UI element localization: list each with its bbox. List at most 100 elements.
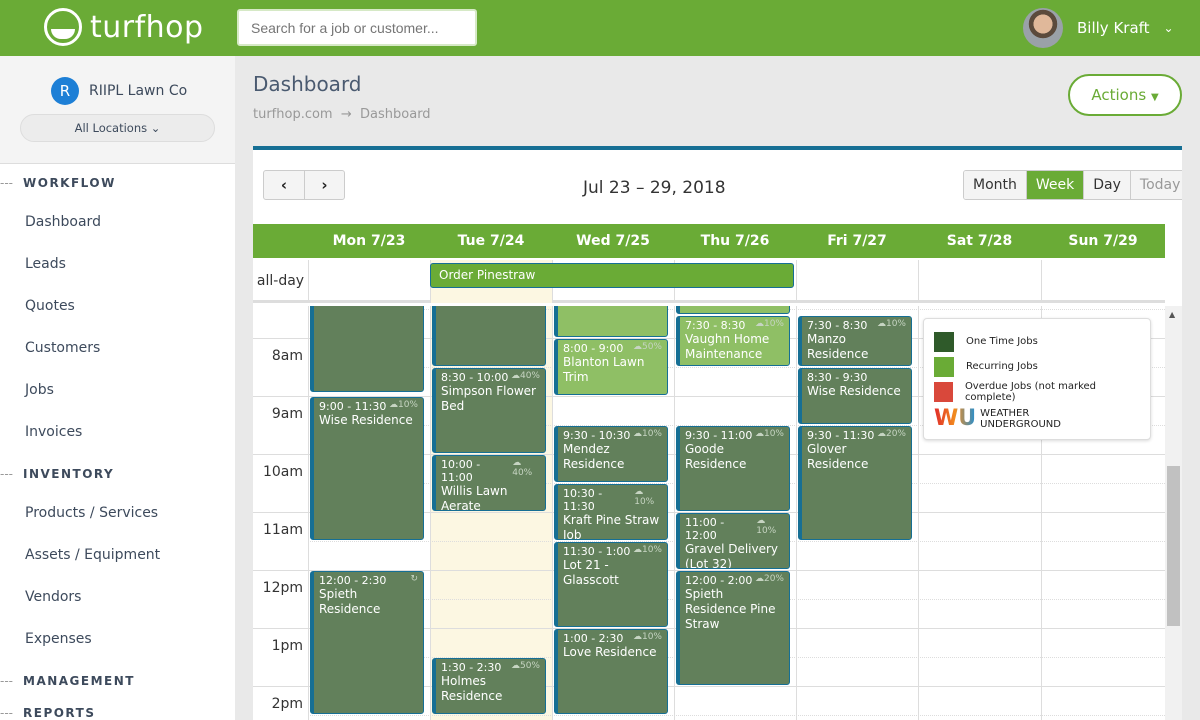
section-title: INVENTORY [23,467,115,481]
calendar-event[interactable]: 7:30 - 8:30 ☁10% Manzo Residence [798,315,912,366]
all-day-cell[interactable] [308,260,430,303]
event-time: 8:30 - 9:30 [807,371,868,384]
scrollbar[interactable]: ▲ [1165,306,1182,720]
day-header[interactable]: Wed 7/25 [576,233,650,249]
sidebar-item-products-services[interactable]: Products / Services [25,505,159,521]
event-name: Goode Residence [685,442,747,471]
weather-chance: ☁50% [511,661,540,674]
event-name: Kraft Pine Straw Job [563,513,660,540]
event-name: Willis Lawn Aerate [441,484,508,511]
day-header[interactable]: Mon 7/23 [332,233,406,249]
calendar-event[interactable]: 12:00 - 2:30 ↻ Spieth Residence [310,571,424,714]
sidebar-item-jobs[interactable]: Jobs [25,382,54,398]
cloud-icon: ☁ [754,429,764,439]
actions-button[interactable]: Actions ▼ [1068,74,1182,116]
calendar-event[interactable]: 10:00 - 11:00 ☁40% Willis Lawn Aerate [432,455,546,511]
event-time: 8:00 - 9:00 [563,342,624,355]
event-name: Glover Residence [807,442,869,471]
event-name: Manzo Residence [807,331,869,361]
weather-chance: ☁10% [633,632,662,645]
calendar-event[interactable]: 8:30 - 10:00 ☁40% Simpson Flower Bed [432,368,546,453]
all-day-cell[interactable] [1041,260,1165,303]
event-time-row: 8:30 - 9:30 [807,371,906,384]
calendar-event[interactable]: 11:30 - 1:00 ☁10% Lot 21 - Glasscott [554,542,668,627]
weather-chance: ☁10% [756,516,784,542]
event-time-row: 9:30 - 11:30 ☁20% [807,429,906,442]
cloud-icon: ☁ [388,400,398,410]
legend-label: Overdue Jobs (not marked complete) [964,380,1097,403]
location-select[interactable]: All Locations ⌄ [20,114,215,142]
calendar-event[interactable]: 10:30 - 11:30 ☁10% Kraft Pine Straw Job [554,484,668,540]
sidebar-item-quotes[interactable]: Quotes [25,298,75,314]
calendar-event[interactable] [554,306,668,337]
calendar-event[interactable]: 1:00 - 2:30 ☁10% Love Residence [554,629,668,714]
legend: One Time Jobs Recurring Jobs Overdue Jobs … [923,318,1151,440]
scroll-up-icon[interactable]: ▲ [1169,310,1176,319]
user-menu[interactable]: Billy Kraft ⌄ [1023,8,1174,48]
legend-item: Overdue Jobs (not marked complete) [934,379,1140,404]
sidebar: R RIIPL Lawn Co All Locations ⌄ --- WORKFL… [0,56,235,720]
event-time-row: 7:30 - 8:30 ☁10% [685,319,784,332]
recurring-icon: ↻ [410,574,418,584]
search-input[interactable] [237,9,477,46]
calendar-event[interactable]: 11:00 - 12:00 ☁10% Gravel Delivery (Lot 32… [676,513,790,569]
calendar-event[interactable]: 8:30 - 9:30 Wise Residence [798,368,912,424]
calendar-event[interactable]: 1:30 - 2:30 ☁50% Holmes Residence [432,658,546,714]
sidebar-item-vendors[interactable]: Vendors [25,589,82,605]
weather-chance: ☁10% [633,545,662,558]
calendar-event[interactable]: 9:00 - 11:30 ☁10% Wise Residence [310,397,424,540]
event-name: Blanton Lawn Trim [563,355,645,384]
rain-chance: 10% [641,545,662,555]
view-day-button[interactable]: Day [1083,171,1130,199]
day-header[interactable]: Thu 7/26 [700,233,770,249]
all-day-cell[interactable] [918,260,1041,303]
rain-chance: 10% [641,632,662,642]
day-header[interactable]: Fri 7/27 [827,233,887,249]
cloud-icon: ☁ [632,545,642,555]
event-time-row: 10:00 - 11:00 ☁40% [441,458,540,484]
sidebar-item-dashboard[interactable]: Dashboard [25,214,101,230]
view-week-button[interactable]: Week [1025,171,1084,199]
day-header[interactable]: Tue 7/24 [457,233,525,249]
sidebar-item-invoices[interactable]: Invoices [25,424,83,440]
breadcrumb-current: Dashboard [360,107,431,122]
calendar-event[interactable]: 9:30 - 11:30 ☁20% Glover Residence [798,426,912,540]
org-label: RIIPL Lawn Co [89,83,188,99]
breadcrumb-home[interactable]: turfhop.com [253,107,333,122]
day-header[interactable]: Sat 7/28 [946,233,1013,249]
dash-icon: --- [0,467,13,481]
scrollbar-thumb[interactable] [1167,466,1180,626]
turfhop-logo[interactable]: turfhop [44,8,204,46]
event-name: Spieth Residence Pine Straw [685,587,776,631]
calendar-event[interactable]: 7:30 - 8:30 ☁10% Vaughn Home Maintenance [676,315,790,366]
calendar-event[interactable] [310,306,424,393]
event-time: 10:00 - 11:00 [441,458,481,484]
calendar-event[interactable] [432,306,546,366]
view-today-button[interactable]: Today [1129,171,1182,199]
logo-text: turfhop [90,9,204,45]
all-day-event[interactable]: Order Pinestraw [430,263,794,288]
day-header[interactable]: Sun 7/29 [1068,233,1138,249]
calendar-event[interactable] [676,306,790,314]
calendar: ‹ › Jul 23 – 29, 2018 Month Week Day Today M… [253,146,1182,720]
all-day-cell[interactable] [796,260,918,303]
event-time-row: 11:30 - 1:00 ☁10% [563,545,662,558]
sidebar-item-customers[interactable]: Customers [25,340,101,356]
event-time: 7:30 - 8:30 [685,318,746,332]
sidebar-section-workflow: --- WORKFLOW [0,176,116,190]
sidebar-item-assets-equipment[interactable]: Assets / Equipment [25,547,161,563]
view-month-button[interactable]: Month [964,171,1026,199]
prev-week-button[interactable]: ‹ [280,176,288,194]
sidebar-item-leads[interactable]: Leads [25,256,66,272]
calendar-event[interactable]: 9:30 - 11:00 ☁10% Goode Residence [676,426,790,511]
sidebar-item-expenses[interactable]: Expenses [25,631,92,647]
cloud-icon: ☁ [876,429,886,439]
cloud-icon: ☁ [756,516,766,526]
calendar-event[interactable]: 9:30 - 10:30 ☁10% Mendez Residence [554,426,668,482]
calendar-event[interactable]: 8:00 - 9:00 ☁50% Blanton Lawn Trim [554,339,668,395]
calendar-event[interactable]: 12:00 - 2:00 ☁20% Spieth Residence Pine St… [676,571,790,685]
section-title: REPORTS [23,706,96,720]
event-time-row: 8:30 - 10:00 ☁40% [441,371,540,384]
next-week-button[interactable]: › [304,171,344,199]
event-name: Love Residence [563,645,657,659]
